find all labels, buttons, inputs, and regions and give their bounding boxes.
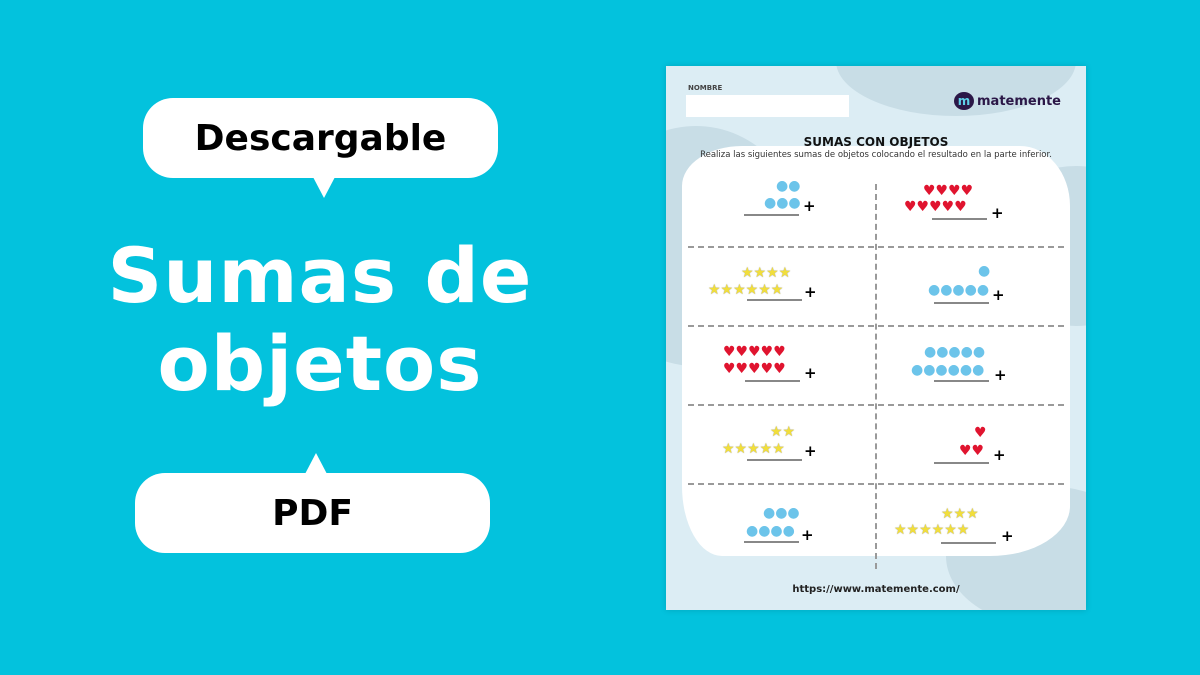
ice-cream-icon-group: ●●●●●●: [911, 362, 985, 378]
ice-cream-icon-group: ●●●: [763, 505, 800, 521]
star-icon-group: ★★: [770, 424, 796, 440]
heart-icon-group: ♥♥♥♥♥: [723, 361, 786, 377]
ice-cream-icon-group: ●●●●●: [928, 282, 990, 298]
plus-sign: +: [992, 286, 1005, 304]
headline-line-1: Sumas de: [107, 231, 533, 320]
row-divider: [688, 483, 1064, 485]
answer-line: [747, 299, 802, 301]
star-icon-group: ★★★★★★: [894, 522, 970, 538]
row-divider: [688, 404, 1064, 406]
plus-sign: +: [1001, 527, 1014, 545]
name-label: NOMBRE: [688, 84, 723, 92]
answer-line: [934, 380, 989, 382]
downloadable-badge: Descargable: [143, 98, 498, 198]
ice-cream-icon-group: ●●●: [764, 195, 801, 211]
name-field: [686, 95, 849, 117]
answer-line: [744, 214, 799, 216]
plus-sign: +: [804, 442, 817, 460]
plus-sign: +: [991, 204, 1004, 222]
column-divider: [875, 184, 877, 569]
pdf-badge: PDF: [135, 453, 490, 553]
worksheet-title: SUMAS CON OBJETOS: [803, 135, 949, 149]
heart-icon-group: ♥: [974, 425, 987, 441]
ice-cream-icon-group: ●: [978, 263, 991, 279]
worksheet-instructions: Realiza las siguientes sumas de objetos …: [700, 150, 1052, 160]
logo-text: matemente: [977, 93, 1061, 109]
headline-line-2: objetos: [157, 319, 483, 408]
pdf-label: PDF: [272, 492, 353, 534]
answer-line: [745, 380, 800, 382]
answer-line: [941, 542, 996, 544]
plus-sign: +: [801, 526, 814, 544]
row-divider: [688, 325, 1064, 327]
headline: Sumas de objetos: [60, 232, 580, 408]
star-icon-group: ★★★★★★: [708, 282, 784, 298]
ice-cream-icon-group: ●●●●: [746, 523, 795, 539]
ice-cream-icon-group: ●●●●●: [924, 344, 986, 360]
heart-icon-group: ♥♥♥♥♥: [723, 344, 786, 360]
heart-icon-group: ♥♥: [959, 443, 985, 459]
heart-icon-group: ♥♥♥♥♥: [904, 199, 967, 215]
worksheet-preview: NOMBRE m matemente SUMAS CON OBJETOS Rea…: [666, 66, 1086, 610]
answer-line: [744, 541, 799, 543]
ice-cream-icon-group: ●●: [776, 178, 801, 194]
star-icon-group: ★★★★: [741, 265, 792, 281]
plus-sign: +: [804, 364, 817, 382]
website-url: https://www.matemente.com/: [792, 584, 960, 595]
logo-icon: m: [954, 92, 974, 110]
plus-sign: +: [804, 283, 817, 301]
downloadable-label: Descargable: [194, 117, 447, 159]
answer-line: [934, 462, 989, 464]
answer-line: [934, 302, 989, 304]
star-icon-group: ★★★: [941, 506, 979, 522]
matemente-logo: m matemente: [954, 92, 1061, 110]
answer-line: [747, 459, 802, 461]
star-icon-group: ★★★★★: [722, 441, 785, 457]
plus-sign: +: [993, 446, 1006, 464]
answer-line: [932, 218, 987, 220]
plus-sign: +: [803, 197, 816, 215]
plus-sign: +: [994, 366, 1007, 384]
row-divider: [688, 246, 1064, 248]
heart-icon-group: ♥♥♥♥: [923, 183, 974, 199]
